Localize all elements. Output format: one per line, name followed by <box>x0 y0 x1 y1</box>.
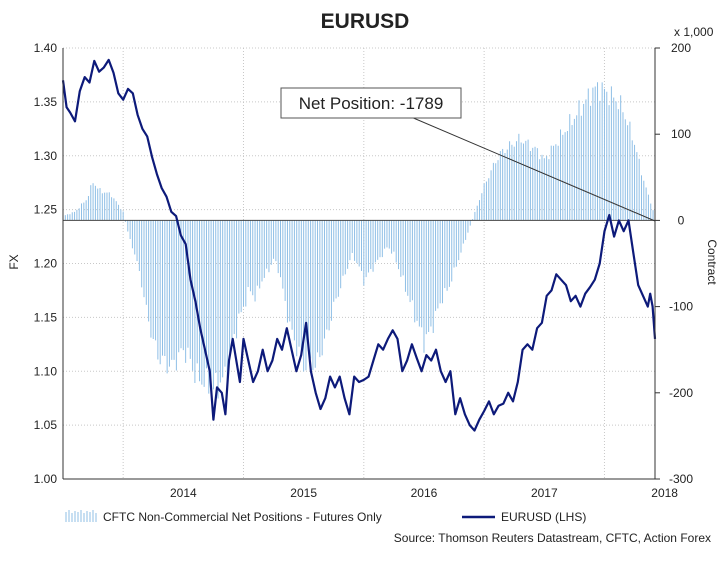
annotation-box <box>280 87 462 119</box>
left-tick-label: 1.00 <box>34 472 58 486</box>
eurusd-line-group <box>61 58 657 432</box>
left-tick-label: 1.30 <box>34 149 58 163</box>
legend-bars-swatch <box>65 510 97 522</box>
left-tick-label: 1.15 <box>34 310 58 324</box>
left-tick-label: 1.35 <box>34 95 58 109</box>
annotation-text: Net Position: -1789 <box>299 94 444 113</box>
right-axis-unit: x 1,000 <box>674 25 714 39</box>
left-tick-label: 1.40 <box>34 41 58 55</box>
right-tick-label: -100 <box>669 300 693 314</box>
eurusd-line <box>61 58 657 432</box>
x-tick-label: 2015 <box>290 486 317 500</box>
left-tick-label: 1.25 <box>34 203 58 217</box>
legend-line-label: EURUSD (LHS) <box>501 510 586 524</box>
x-tick-label: 2014 <box>170 486 197 500</box>
left-axis-ticks: 1.00 1.05 1.10 1.15 1.20 1.25 1.30 1.35 1.40 <box>34 41 58 486</box>
left-tick-label: 1.20 <box>34 257 58 271</box>
legend: CFTC Non-Commercial Net Positions - Futu… <box>65 510 586 524</box>
right-tick-label: 200 <box>671 41 691 55</box>
source-note: Source: Thomson Reuters Datastream, CFTC… <box>394 531 711 545</box>
cftc-bars <box>62 82 654 399</box>
x-axis-ticks: 2014 2015 2016 2017 2018 <box>170 486 678 500</box>
right-axis-ticks: 200 100 0 -100 -200 -300 <box>655 41 693 486</box>
chart-title: EURUSD <box>321 10 410 33</box>
x-tick-label: 2017 <box>531 486 558 500</box>
plot-frame <box>62 48 656 480</box>
left-tick-label: 1.05 <box>34 418 58 432</box>
left-axis-label: FX <box>7 254 21 269</box>
legend-bars-label: CFTC Non-Commercial Net Positions - Futu… <box>103 510 382 524</box>
right-tick-label: -200 <box>669 386 693 400</box>
right-tick-label: 100 <box>671 127 691 141</box>
right-tick-label: -300 <box>669 472 693 486</box>
x-tick-label: 2016 <box>411 486 438 500</box>
x-tick-label: 2018 <box>651 486 678 500</box>
left-tick-label: 1.10 <box>34 364 58 378</box>
right-axis-label: Contract <box>705 239 719 285</box>
right-tick-label: 0 <box>678 213 685 227</box>
annotation-leader <box>403 113 656 222</box>
